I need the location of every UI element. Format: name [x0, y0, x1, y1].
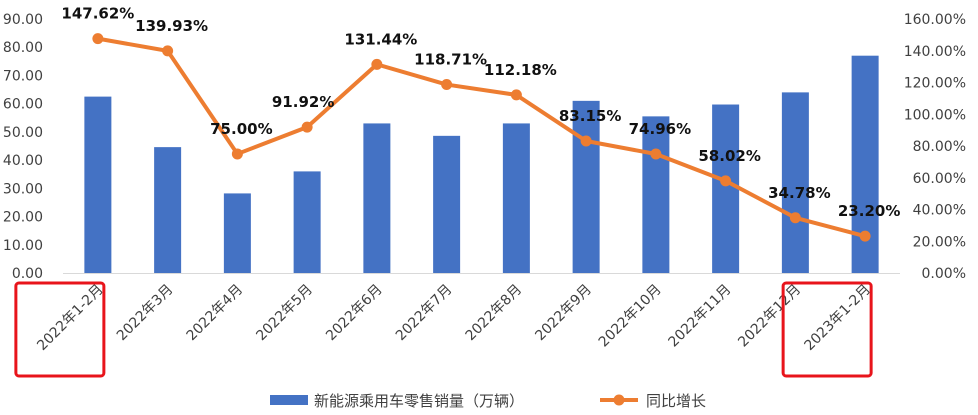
- category-label-5: 2022年7月: [393, 282, 456, 345]
- category-labels-layer: 2022年1-2月 2022年3月 2022年4月 2022年5月 2022年6月 202…: [34, 282, 874, 354]
- y-right-tick-label: 160.00%: [904, 12, 966, 28]
- y-left-tick-label: 40.00: [3, 153, 43, 169]
- growth-label-5: 118.71%: [414, 51, 487, 69]
- bar-3: [293, 171, 321, 273]
- y-left-tick-label: 80.00: [3, 40, 43, 56]
- growth-label-10: 34.78%: [768, 184, 830, 202]
- growth-line: [95, 36, 868, 239]
- y-left-tick-label: 10.00: [3, 238, 43, 254]
- y-left-tick-label: 90.00: [3, 12, 43, 28]
- bar-0: [84, 96, 112, 273]
- category-label-11: 2023年1-2月: [801, 282, 873, 354]
- legend-bar-swatch: [270, 395, 308, 405]
- legend-line-marker: [613, 394, 625, 406]
- bar-9: [712, 104, 740, 273]
- bar-10: [781, 92, 809, 273]
- y-right-tick-label: 60.00%: [913, 171, 966, 187]
- category-label-4: 2022年6月: [323, 282, 386, 345]
- y-right-tick-label: 40.00%: [913, 203, 966, 219]
- growth-label-0: 147.62%: [61, 5, 134, 23]
- growth-point-9: [720, 175, 732, 187]
- growth-label-1: 139.93%: [135, 17, 208, 35]
- bar-1: [154, 147, 182, 273]
- growth-point-10: [789, 212, 801, 224]
- y-left-tick-label: 20.00: [3, 210, 43, 226]
- y-right-tick-label: 120.00%: [904, 76, 966, 92]
- y-right-tick-label: 140.00%: [904, 44, 966, 60]
- growth-point-5: [441, 79, 453, 91]
- category-label-6: 2022年8月: [463, 282, 526, 345]
- growth-point-7: [580, 135, 592, 147]
- highlight-box-0: [14, 281, 106, 378]
- y-left-tick-label: 30.00: [3, 181, 43, 197]
- bar-7: [572, 100, 600, 273]
- y-left-tick-label: 70.00: [3, 68, 43, 84]
- category-label-2: 2022年4月: [184, 282, 247, 345]
- y-right-tick-label: 100.00%: [904, 107, 966, 123]
- highlight-box-1: [781, 281, 873, 378]
- bar-2: [223, 193, 251, 273]
- growth-point-11: [859, 230, 871, 242]
- bar-4: [363, 123, 391, 273]
- y-left-tick-label: 50.00: [3, 125, 43, 141]
- growth-label-11: 23.20%: [838, 202, 900, 220]
- y-right-tick-label: 80.00%: [913, 139, 966, 155]
- category-label-0: 2022年1-2月: [34, 282, 106, 354]
- legend-bar-label: 新能源乘用车零售销量（万辆）: [314, 392, 524, 410]
- category-label-9: 2022年11月: [666, 282, 735, 351]
- growth-point-6: [510, 89, 522, 101]
- legend-line-label: 同比增长: [646, 392, 706, 410]
- y-right-tick-label: 0.00%: [922, 266, 966, 282]
- growth-label-3: 91.92%: [272, 93, 334, 111]
- y-left-tick-label: 60.00: [3, 97, 43, 113]
- line-layer: [92, 33, 871, 242]
- growth-label-4: 131.44%: [344, 30, 417, 48]
- growth-label-9: 58.02%: [698, 147, 760, 165]
- bars-layer: [84, 55, 879, 273]
- growth-label-2: 75.00%: [210, 120, 272, 138]
- category-label-10: 2022年12月: [735, 282, 804, 351]
- growth-point-1: [162, 45, 174, 57]
- bar-5: [433, 135, 461, 273]
- growth-point-2: [231, 148, 243, 160]
- category-label-3: 2022年5月: [253, 282, 316, 345]
- legend: 新能源乘用车零售销量（万辆） 同比增长: [270, 392, 706, 410]
- bar-6: [502, 123, 530, 273]
- growth-label-6: 112.18%: [484, 61, 557, 79]
- growth-point-8: [650, 148, 662, 160]
- highlight-boxes-layer: [14, 281, 873, 378]
- category-label-8: 2022年10月: [596, 282, 665, 351]
- data-labels-layer: 147.62%139.93% 75.00%91.92% 131.44% 118.71%…: [61, 5, 900, 221]
- growth-label-8: 74.96%: [629, 120, 691, 138]
- growth-label-7: 83.15%: [559, 107, 621, 125]
- growth-point-0: [92, 33, 104, 45]
- growth-point-4: [371, 58, 383, 70]
- bar-8: [642, 116, 670, 273]
- y-left-tick-label: 0.00: [12, 266, 43, 282]
- y-right-tick-label: 20.00%: [913, 234, 966, 250]
- axis-layer: 0.00 10.00 20.00 30.00 40.00 50.00 60.00 70.00 8…: [3, 12, 966, 282]
- category-label-7: 2022年9月: [532, 282, 595, 345]
- category-label-1: 2022年3月: [114, 282, 177, 345]
- growth-point-3: [301, 121, 313, 133]
